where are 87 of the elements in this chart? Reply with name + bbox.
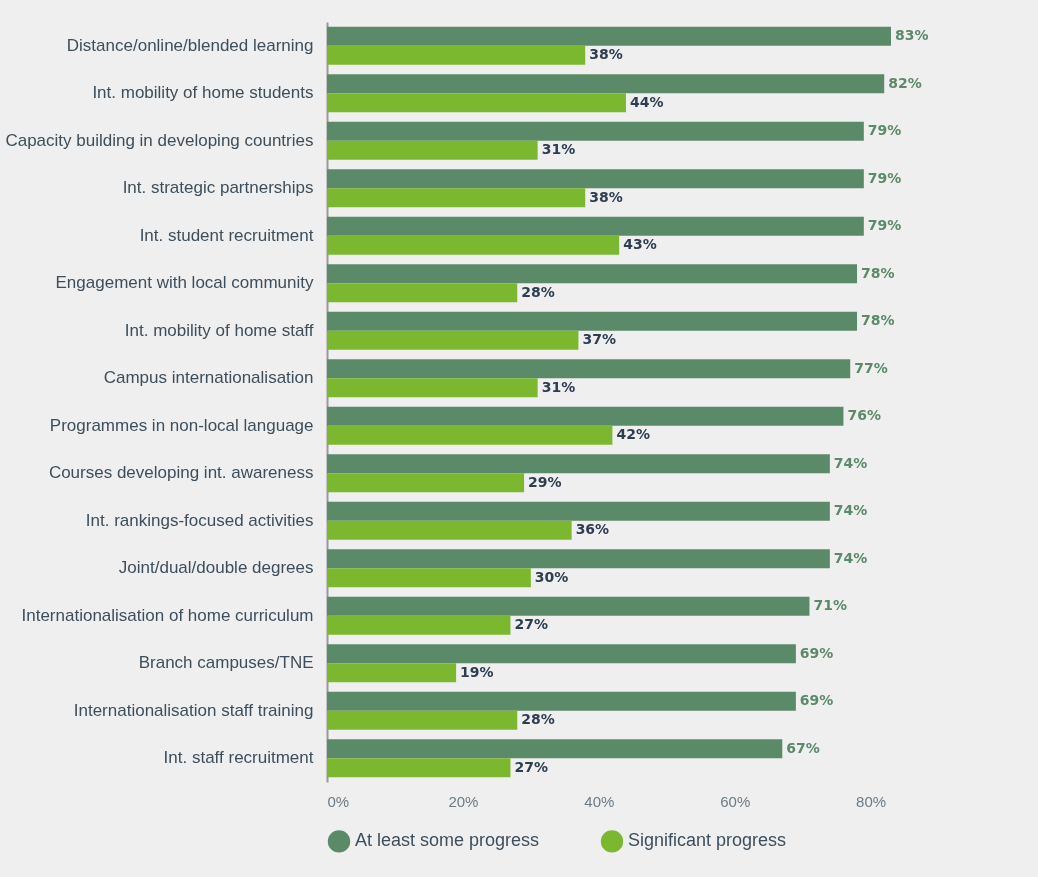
bar (327, 264, 858, 284)
bar (327, 216, 864, 236)
bar (327, 615, 511, 635)
x-tick-label: 20% (448, 792, 479, 810)
data-label: 76% (847, 407, 881, 424)
y-tick-label: Int. rankings-focused activities (85, 510, 314, 530)
y-tick-label: Int. student recruitment (139, 225, 314, 245)
bar (327, 473, 525, 493)
bar (327, 663, 457, 683)
data-label: 19% (460, 663, 494, 680)
data-label: 78% (861, 312, 895, 329)
x-tick-label: 80% (856, 792, 887, 810)
data-label: 69% (799, 644, 834, 661)
bar (327, 406, 844, 426)
bar (327, 501, 830, 521)
data-label: 82% (888, 74, 922, 91)
bar (327, 568, 531, 588)
y-tick-label: Int. mobility of home staff (124, 320, 314, 340)
bar (327, 45, 586, 65)
bar (327, 26, 891, 46)
bar (327, 140, 538, 160)
bar (327, 710, 518, 730)
data-label: 43% (623, 236, 657, 253)
bar (327, 93, 626, 113)
data-label: 28% (521, 283, 555, 300)
bar (327, 739, 783, 759)
bar (327, 758, 511, 778)
x-tick-label: 60% (720, 792, 751, 810)
data-label: 74% (833, 454, 868, 471)
bar (327, 520, 572, 540)
data-label: 37% (582, 331, 616, 348)
bar (327, 691, 796, 711)
bar (327, 74, 885, 94)
data-label: 83% (895, 27, 929, 44)
data-label: 44% (629, 93, 664, 110)
data-label: 38% (589, 46, 623, 63)
data-label: 28% (521, 711, 555, 728)
bar (327, 235, 620, 255)
y-tick-label: Int. mobility of home students (92, 83, 314, 103)
bar (327, 121, 864, 141)
y-tick-label: Internationalisation staff training (73, 700, 314, 720)
data-label: 27% (514, 616, 548, 633)
bar (327, 330, 579, 350)
bar (327, 188, 586, 208)
data-label: 31% (541, 141, 576, 158)
y-tick-label: Engagement with local community (55, 273, 314, 293)
bar (327, 596, 810, 616)
data-label: 38% (589, 188, 623, 205)
y-tick-label: Int. staff recruitment (163, 748, 314, 768)
data-label: 79% (867, 217, 902, 234)
data-label: 79% (867, 169, 902, 186)
data-label: 69% (799, 692, 834, 709)
y-tick-label: Joint/dual/double degrees (118, 558, 314, 578)
data-label: 74% (833, 502, 868, 519)
bar (327, 311, 858, 331)
data-label: 30% (534, 568, 569, 585)
data-label: 29% (528, 473, 562, 490)
data-label: 78% (861, 264, 895, 281)
bar (327, 644, 796, 664)
data-label: 77% (854, 359, 888, 376)
y-tick-label: Distance/online/blended learning (66, 35, 314, 55)
data-label: 74% (833, 549, 868, 566)
data-label: 42% (616, 426, 650, 443)
y-tick-label: Programmes in non-local language (49, 415, 314, 435)
bar (327, 359, 851, 379)
data-label: 79% (867, 122, 902, 139)
bar (327, 378, 538, 398)
data-label: 31% (541, 378, 576, 395)
bar (327, 283, 518, 303)
bar (327, 425, 613, 445)
bar (327, 549, 830, 569)
legend-label: Significant progress (628, 830, 787, 851)
data-label: 27% (514, 758, 548, 775)
legend-label: At least some progress (355, 830, 540, 851)
bar (327, 169, 864, 189)
y-tick-label: Courses developing int. awareness (48, 463, 314, 483)
x-tick-label: 0% (327, 792, 350, 810)
bar (327, 454, 830, 474)
y-tick-label: Campus internationalisation (103, 368, 314, 388)
data-label: 67% (786, 739, 820, 756)
y-tick-label: Capacity building in developing countries (5, 130, 314, 150)
data-label: 36% (575, 521, 610, 538)
y-tick-label: Internationalisation of home curriculum (21, 605, 314, 625)
y-tick-label: Int. strategic partnerships (122, 178, 314, 198)
data-label: 71% (813, 597, 847, 614)
x-tick-label: 40% (584, 792, 615, 810)
y-tick-label: Branch campuses/TNE (138, 653, 314, 673)
